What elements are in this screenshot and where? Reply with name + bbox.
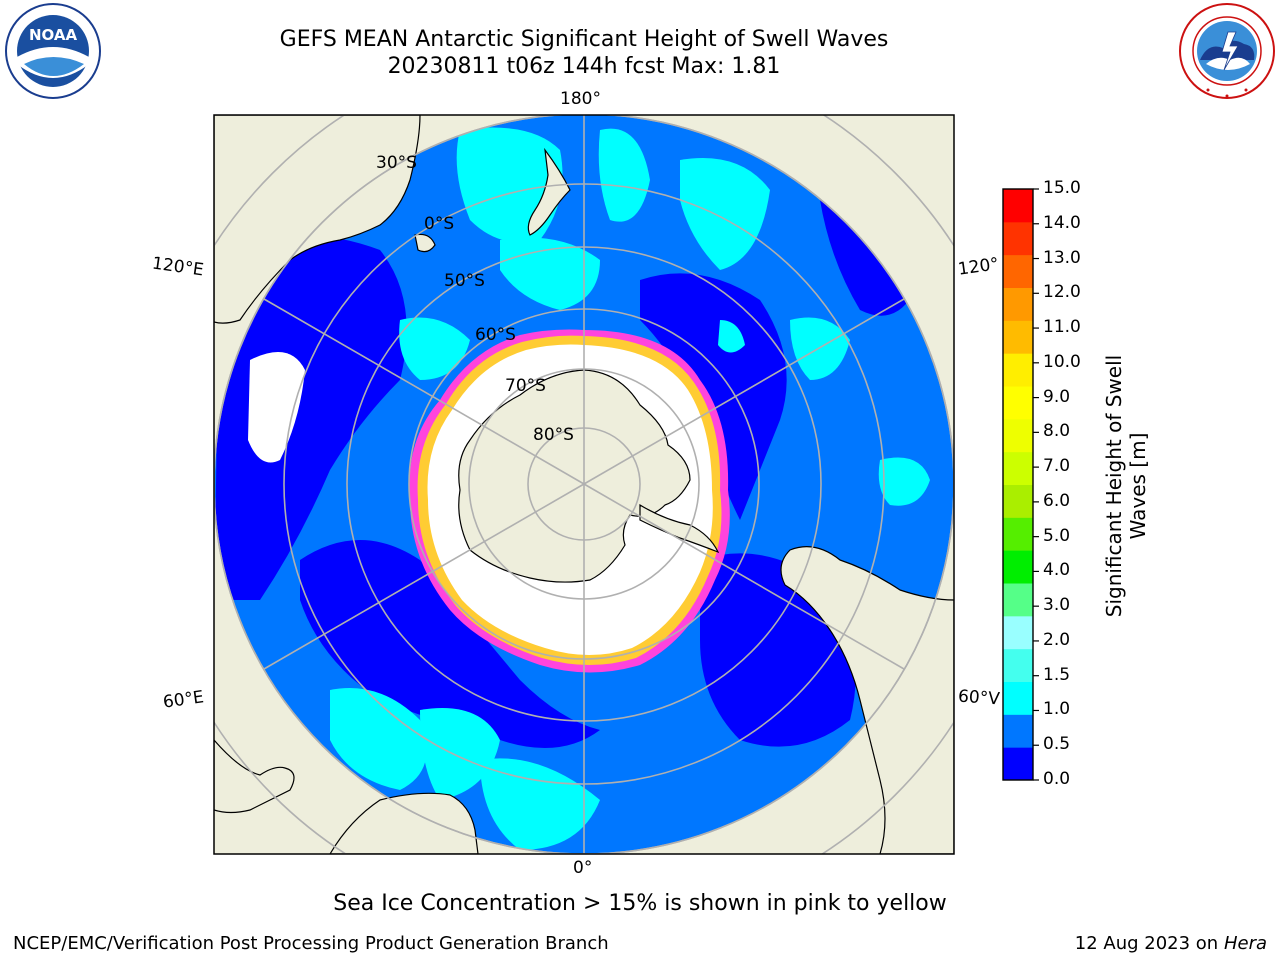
australia (214, 115, 421, 324)
colorbar-tick-label: 12.0 (1043, 282, 1081, 303)
credit-line: NCEP/EMC/Verification Post Processing Pr… (13, 933, 609, 954)
colorbar-swatch (1003, 451, 1033, 485)
colorbar-swatch (1003, 418, 1033, 453)
swell-high-region (330, 688, 427, 790)
colorbar-tick-label: 1.5 (1043, 664, 1071, 685)
swell-high-region (420, 708, 500, 800)
swell-high-region (480, 758, 600, 850)
colorbar-tick-label: 15.0 (1043, 178, 1081, 198)
swell-high-region (399, 317, 470, 380)
antarctic-peninsula (639, 503, 720, 554)
swell-high-region (680, 158, 770, 270)
colorbar-label-line1: Significant Height of Swell (1102, 354, 1126, 618)
swell-high-region (718, 320, 745, 353)
lat-label-80s: 80°S (533, 425, 574, 445)
colorbar-tick-label: 2.0 (1043, 629, 1071, 650)
africa (329, 792, 479, 854)
colorbar-tick-label: 0.0 (1043, 769, 1071, 789)
colorbar-tick-label: 14.0 (1043, 212, 1081, 233)
colorbar-tick-label: 11.0 (1043, 317, 1081, 338)
colorbar-tick-label: 5.0 (1043, 525, 1071, 546)
longitude-gridlines (263, 115, 905, 854)
lat-label-30s: 30°S (376, 153, 417, 173)
colorbar-frame (1002, 188, 1034, 781)
colorbar-swatch (1003, 714, 1033, 748)
colorbar-tick-label: 9.0 (1043, 386, 1071, 407)
map-subtitle: 20230811 t06z 144h fcst Max: 1.81 (387, 54, 781, 79)
colorbar-swatch (1003, 353, 1033, 387)
colorbar-swatch (1003, 287, 1033, 321)
colorbar-tick-label: 13.0 (1043, 247, 1081, 268)
colorbar-tick-label: 7.0 (1043, 456, 1071, 477)
colorbar-swatch (1003, 386, 1033, 420)
colorbar-label-line2: Waves [m] (1126, 432, 1150, 540)
national-weather-service-logo (1178, 2, 1276, 100)
colorbar-swatch (1003, 254, 1033, 288)
noaa-logo-text: NOAA (29, 26, 78, 44)
colorbar-swatch (1003, 320, 1033, 354)
swell-low-region (214, 235, 407, 600)
colorbar-tick-label: 6.0 (1043, 490, 1071, 511)
date-line: 12 Aug 2023 on Hera (1075, 933, 1267, 954)
tasmania (414, 233, 436, 253)
antarctica (458, 369, 691, 583)
colorbar-swatch (1003, 484, 1033, 518)
colorbar-swatch (1003, 221, 1033, 256)
colorbar-tick-label: 1.0 (1043, 699, 1071, 720)
colorbar-swatch (1003, 189, 1033, 223)
swell-high-region (878, 457, 930, 506)
colorbar-tick-label: 3.0 (1043, 595, 1071, 616)
colorbar-swatch (1003, 615, 1033, 650)
madagascar (214, 739, 295, 814)
swell-low-region (820, 200, 920, 316)
noaa-logo: NOAA (4, 2, 102, 100)
colorbar-tick-label: 4.0 (1043, 560, 1071, 581)
lon-label-0: 0° (573, 858, 593, 878)
colorbar-swatch (1003, 517, 1033, 551)
lat-label-70s: 70°S (505, 376, 546, 396)
lon-label-180: 180° (560, 89, 601, 109)
machine-name: Hera (1223, 933, 1267, 954)
colorbar-tick-label: 0.5 (1043, 734, 1071, 755)
colorbar-tick-label: 8.0 (1043, 421, 1071, 442)
colorbar-swatch (1003, 648, 1033, 682)
colorbar-swatch (1003, 583, 1033, 617)
colorbar-swatch (1003, 747, 1033, 781)
lat-label-40s: 0°S (424, 214, 455, 234)
swell-high-region (790, 317, 850, 380)
colorbar-swatch (1003, 681, 1033, 715)
lat-label-60s: 60°S (475, 325, 516, 345)
sea-ice-note: Sea Ice Concentration > 15% is shown in … (333, 891, 947, 916)
map-frame (213, 114, 955, 855)
lat-label-50s: 50°S (444, 271, 485, 291)
swell-high-region (598, 128, 650, 222)
south-america (780, 546, 954, 854)
colorbar-swatch (1003, 550, 1033, 584)
map-title: GEFS MEAN Antarctic Significant Height o… (279, 27, 889, 52)
new-zealand (527, 147, 571, 236)
date-text: 12 Aug 2023 on (1074, 933, 1219, 954)
colorbar-tick-label: 10.0 (1043, 351, 1081, 372)
no-data-patch (248, 352, 305, 463)
swell-high-region (500, 237, 600, 310)
